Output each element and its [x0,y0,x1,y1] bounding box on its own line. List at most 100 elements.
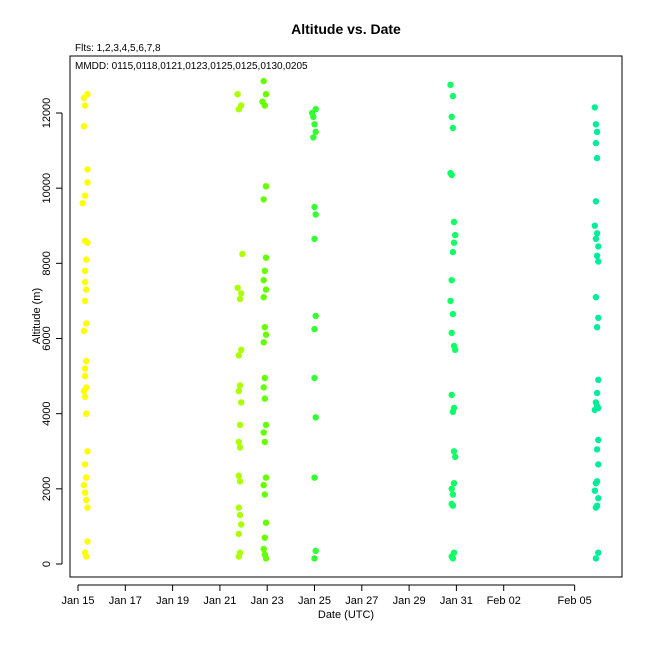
x-tick-label: Jan 21 [203,595,236,607]
data-point [449,491,457,498]
data-point [235,504,242,511]
data-point [452,231,459,239]
data-point [447,297,454,305]
data-point [595,243,602,250]
data-point [84,504,91,511]
data-point [262,519,270,526]
data-point [84,448,91,455]
data-point [84,239,91,246]
data-point [447,81,454,89]
data-point [80,123,88,130]
x-tick-label: Feb 05 [558,595,592,607]
data-point [312,211,319,218]
data-point [81,102,89,109]
data-point [236,478,244,485]
x-tick-label: Jan 29 [393,595,426,607]
y-tick-label: 6000 [41,326,53,350]
data-point [80,327,88,335]
data-point [450,239,458,246]
data-point [81,393,89,400]
data-point [235,438,242,446]
data-point [260,277,267,284]
data-point [593,230,601,237]
data-point [593,154,601,162]
data-point [239,250,246,258]
data-point [312,312,319,320]
y-tick-label: 10000 [41,173,53,204]
data-point [452,453,459,461]
data-point [83,286,90,293]
data-point [235,553,242,560]
data-point [591,104,598,111]
data-point [450,480,458,487]
data-point [238,399,245,406]
data-point [83,256,90,263]
data-point [81,192,89,199]
data-point [591,406,598,414]
x-axis-label: Date (UTC) [318,609,374,621]
data-point [81,278,89,286]
data-point [311,235,318,243]
data-point [448,485,455,492]
data-point [592,235,600,243]
data-point [83,496,90,504]
data-point [81,461,89,468]
flights-note: Flts: 1,2,3,4,5,6,7,8 [75,43,161,54]
data-point [262,331,270,338]
data-point [592,121,600,128]
data-point [80,387,88,395]
data-point [593,502,601,509]
data-point [238,521,245,528]
data-point [83,357,90,365]
x-tick-label: Jan 27 [345,595,378,607]
data-point [236,382,244,389]
data-point [236,511,244,519]
data-point [449,310,457,318]
data-point [449,555,457,562]
series-1 [79,91,91,560]
y-tick-label: 2000 [41,477,53,501]
data-point [311,374,318,382]
series-5 [447,81,459,562]
data-point [238,290,245,297]
data-point [84,179,91,186]
data-point [448,277,455,284]
data-point [593,252,601,259]
data-point [592,198,600,205]
data-point [260,339,267,346]
data-point [593,324,601,331]
data-point [236,295,244,303]
data-point [236,444,244,451]
data-point [234,91,241,98]
data-point [235,387,242,395]
data-point [449,248,457,256]
data-point [592,294,600,301]
data-points [79,77,602,562]
data-point [310,113,317,121]
data-point [84,538,91,545]
series-6 [591,104,602,562]
data-point [84,166,91,173]
data-point [234,284,241,291]
data-point [260,384,267,391]
data-point [448,329,455,337]
data-point [81,297,89,305]
y-axis: 0 2000 4000 6000 8000 10000 12000 [41,98,63,567]
data-point [312,547,319,554]
data-point [593,446,601,453]
data-point [84,91,91,98]
data-point [448,391,455,399]
x-tick-label: Jan 17 [109,595,142,607]
data-point [591,222,598,229]
data-point [261,438,268,446]
data-point [262,183,270,190]
data-point [595,495,602,502]
data-point [450,448,458,455]
data-point [81,267,89,274]
data-point [235,352,242,359]
data-point [83,410,90,417]
data-point [593,478,601,485]
x-axis: Jan 15 Jan 17 Jan 19 Jan 21 Jan 23 Jan 25 Jan … [61,584,592,607]
data-point [448,113,455,121]
data-point [260,429,267,436]
